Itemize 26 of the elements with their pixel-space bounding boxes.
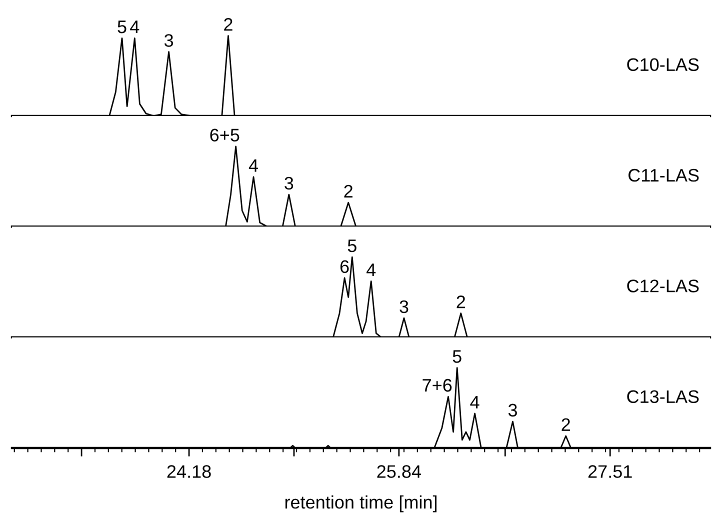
annotation: 2	[224, 18, 232, 31]
annotation: 7+6	[422, 378, 452, 392]
annotation: 3	[400, 300, 408, 314]
annotation: 2	[456, 296, 466, 308]
annotation: 4	[366, 264, 376, 276]
annotation: 3	[284, 176, 294, 190]
text: C12-LAS	[627, 280, 699, 292]
annotation: 4	[130, 20, 140, 34]
annotation: 2	[344, 184, 352, 198]
x-tick-label: 24.18	[167, 465, 211, 478]
annotation: 6+5	[210, 128, 240, 142]
annotation: 5	[348, 240, 356, 252]
annotation: 4	[470, 396, 480, 408]
annotation: 5	[118, 20, 126, 34]
annotation: 3	[164, 34, 174, 47]
annotation: 2	[562, 418, 570, 431]
annotation: 4	[248, 159, 258, 172]
x-axis-title: retention time [min]	[285, 495, 436, 512]
x-tick-label: 25.84	[377, 465, 421, 478]
x-tick-label: 27.51	[588, 465, 632, 478]
text: C10-LAS	[627, 58, 699, 72]
annotation: 3	[508, 404, 517, 417]
annotation: 5	[452, 350, 462, 363]
text: C13-LAS	[627, 390, 699, 404]
annotation: 6	[340, 260, 349, 274]
text: C11-LAS	[628, 168, 699, 182]
